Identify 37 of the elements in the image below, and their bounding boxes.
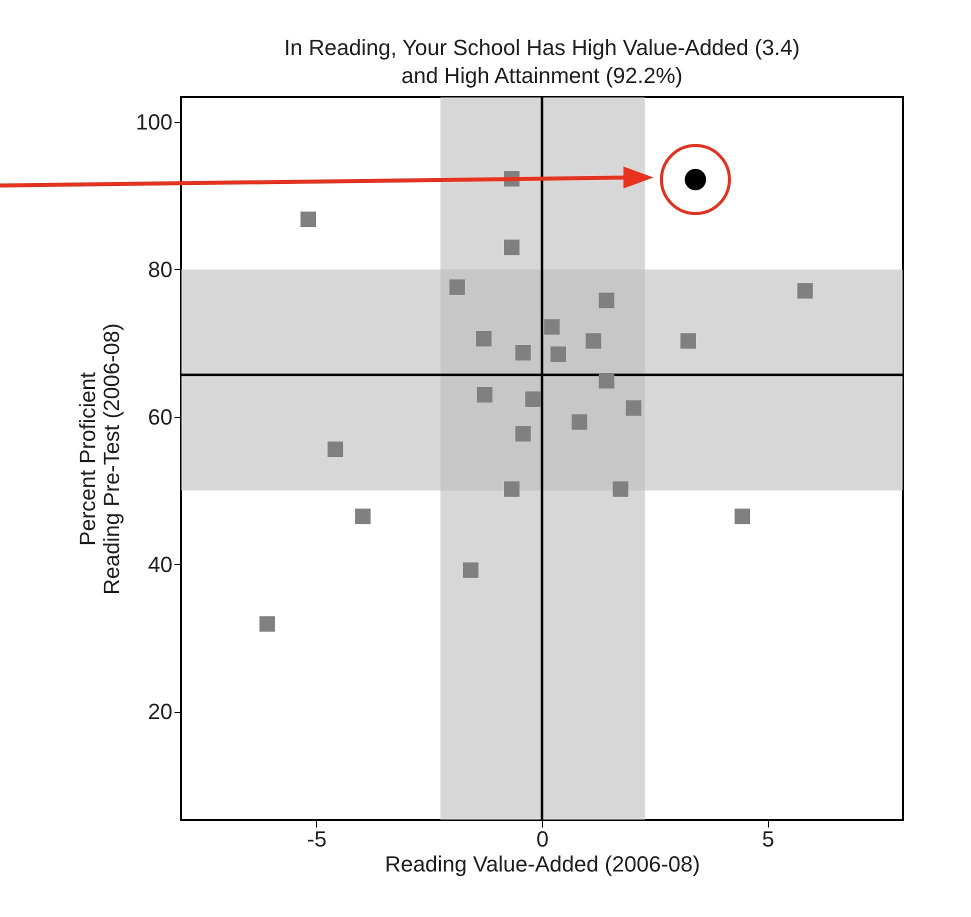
y-tick-label: 80	[148, 256, 172, 282]
point	[259, 616, 275, 632]
text: and High Attainment (92.2%)	[401, 62, 683, 88]
point	[355, 508, 371, 524]
point	[515, 344, 531, 360]
y-tick-label: 60	[148, 404, 172, 430]
point	[598, 373, 614, 388]
y-tick-label: 100	[136, 110, 172, 135]
x-tick-label: -5	[307, 826, 327, 852]
text: In Reading, Your School Has High Value-Added (3.4)	[284, 34, 800, 60]
point	[476, 330, 492, 346]
point	[572, 414, 588, 430]
y-tick-label: 20	[148, 699, 172, 724]
point	[612, 481, 628, 497]
text: Percent Proficient	[74, 372, 100, 546]
point	[797, 283, 813, 299]
point	[515, 426, 531, 442]
y-tick-label: 40	[148, 552, 172, 577]
point	[525, 391, 541, 407]
point	[626, 400, 642, 416]
point	[598, 292, 614, 308]
point	[449, 279, 465, 295]
point	[300, 212, 316, 228]
point	[476, 387, 492, 402]
point	[328, 442, 344, 458]
point	[586, 333, 602, 349]
point	[462, 562, 478, 578]
point	[550, 346, 566, 362]
point	[544, 319, 560, 335]
x-tick-label: 0	[536, 826, 549, 852]
text: Reading Pre-Test (2006-08)	[98, 323, 124, 595]
x-tick-label: 5	[762, 826, 774, 852]
x-axis-title: Reading Value-Added (2006-08)	[384, 852, 700, 876]
point	[504, 481, 520, 497]
point	[680, 333, 696, 349]
point	[734, 508, 750, 524]
point	[504, 240, 520, 256]
